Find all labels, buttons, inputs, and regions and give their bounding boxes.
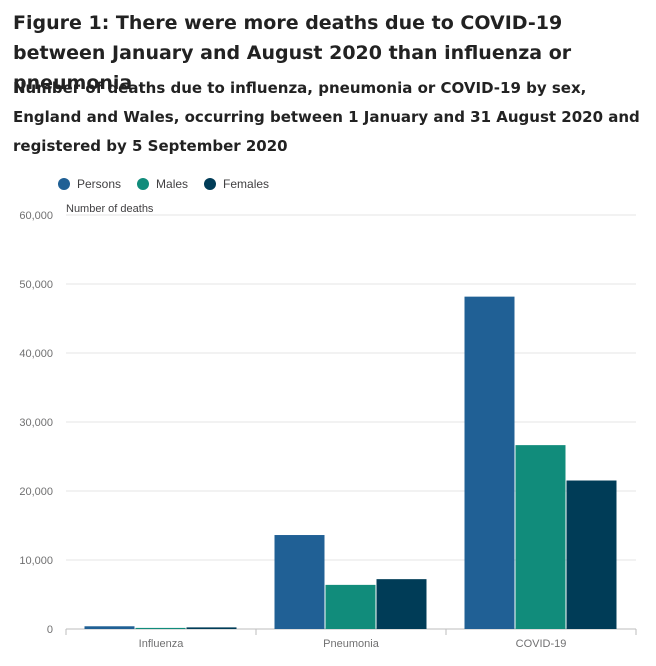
legend-label-females: Females: [223, 177, 270, 191]
bar-males-covid-19: [515, 445, 566, 629]
y-tick-label: 40,000: [19, 348, 53, 360]
legend-swatch-persons: [58, 178, 70, 190]
x-tick-label: Influenza: [139, 638, 185, 650]
y-tick-label: 50,000: [19, 279, 53, 291]
bar-females-pneumonia: [376, 579, 427, 629]
y-tick-label: 20,000: [19, 486, 53, 498]
legend-swatch-males: [137, 178, 150, 190]
y-axis-title: Number of deaths: [66, 203, 154, 215]
bar-persons-covid-19: [464, 296, 515, 629]
bar-persons-influenza: [84, 626, 135, 629]
chart-title: Figure 1: There were more deaths due to …: [13, 12, 572, 94]
y-tick-label: 60,000: [19, 210, 53, 222]
bar-males-influenza: [135, 627, 186, 629]
legend-label-males: Males: [156, 177, 189, 191]
y-tick-label: 0: [47, 624, 53, 636]
x-tick-label: Pneumonia: [323, 638, 380, 650]
legend-item-females[interactable]: Females: [204, 177, 269, 191]
legend-item-persons[interactable]: Persons: [58, 177, 121, 191]
bar-females-influenza: [186, 627, 237, 629]
x-tick-label: COVID-19: [516, 638, 567, 650]
bar-persons-pneumonia: [274, 535, 325, 629]
bar-females-covid-19: [566, 480, 617, 629]
legend: Persons Males Females: [58, 174, 285, 194]
y-tick-label: 10,000: [19, 555, 53, 567]
bar-males-pneumonia: [325, 584, 376, 629]
y-tick-label: 30,000: [19, 417, 53, 429]
legend-label-persons: Persons: [77, 177, 122, 191]
legend-swatch-females: [204, 178, 217, 190]
chart-subtitle: Number of deaths due to influenza, pneum…: [13, 79, 640, 155]
legend-item-males[interactable]: Males: [137, 177, 188, 191]
